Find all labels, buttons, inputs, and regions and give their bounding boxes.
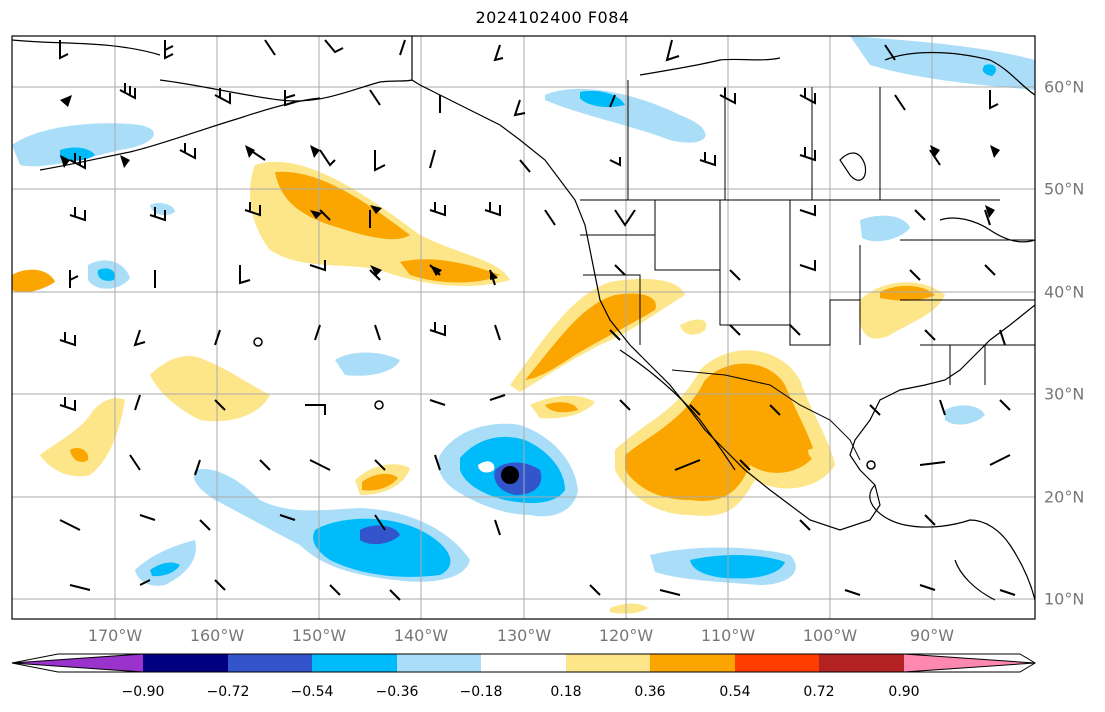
colorbar-segment (12, 654, 143, 672)
colorbar-segment (143, 654, 228, 672)
lat-label-40n: 40°N (1044, 282, 1085, 302)
lon-label-170w: 170°W (87, 626, 143, 645)
storm-center-marker (501, 466, 519, 484)
lon-label-130w: 130°W (496, 626, 552, 645)
colorbar-tick-label: 0.72 (803, 684, 835, 700)
lon-label-90w: 90°W (909, 626, 955, 645)
colorbar-segment (650, 654, 735, 672)
colorbar-segment (481, 654, 566, 672)
colorbar-segment (566, 654, 650, 672)
colorbar-tick-label: −0.36 (375, 684, 419, 700)
colorbar-tick-label: −0.72 (206, 684, 250, 700)
lat-label-60n: 60°N (1044, 77, 1085, 97)
lat-label-50n: 50°N (1044, 179, 1085, 199)
colorbar-segment (228, 654, 312, 672)
colorbar-tick-label: −0.54 (290, 684, 334, 700)
lat-label-30n: 30°N (1044, 384, 1085, 404)
lon-label-140w: 140°W (393, 626, 449, 645)
political-borders (580, 80, 1035, 461)
barb-flags (60, 95, 1000, 280)
map-frame (11, 35, 1036, 620)
colorbar-tick-label: 0.36 (634, 684, 666, 700)
lon-label-150w: 150°W (291, 626, 347, 645)
colorbar-segment (904, 654, 1035, 672)
lat-label-10n: 10°N (1044, 589, 1085, 609)
wind-barbs (59, 39, 1016, 601)
colorbar-segment (312, 654, 397, 672)
lon-label-120w: 120°W (598, 626, 654, 645)
colorbar-segment (819, 654, 904, 672)
colorbar-segment (397, 654, 481, 672)
colorbar-segment (735, 654, 819, 672)
colorbar-tick-label: −0.18 (459, 684, 503, 700)
anomaly-shading (12, 36, 1035, 614)
map-title: 2024102400 F084 (475, 8, 630, 27)
map-plot-area (12, 36, 1035, 619)
coastlines (12, 36, 1035, 601)
colorbar-tick-label: 0.90 (888, 684, 920, 700)
colorbar-tick-label: 0.18 (550, 684, 582, 700)
lon-label-160w: 160°W (189, 626, 245, 645)
lat-label-20n: 20°N (1044, 487, 1085, 507)
colorbar (11, 653, 1036, 673)
colorbar-tick-label: −0.90 (121, 684, 165, 700)
lon-label-110w: 110°W (700, 626, 756, 645)
calm-circles (253, 337, 876, 470)
lon-label-100w: 100°W (802, 626, 858, 645)
colorbar-tick-label: 0.54 (719, 684, 751, 700)
